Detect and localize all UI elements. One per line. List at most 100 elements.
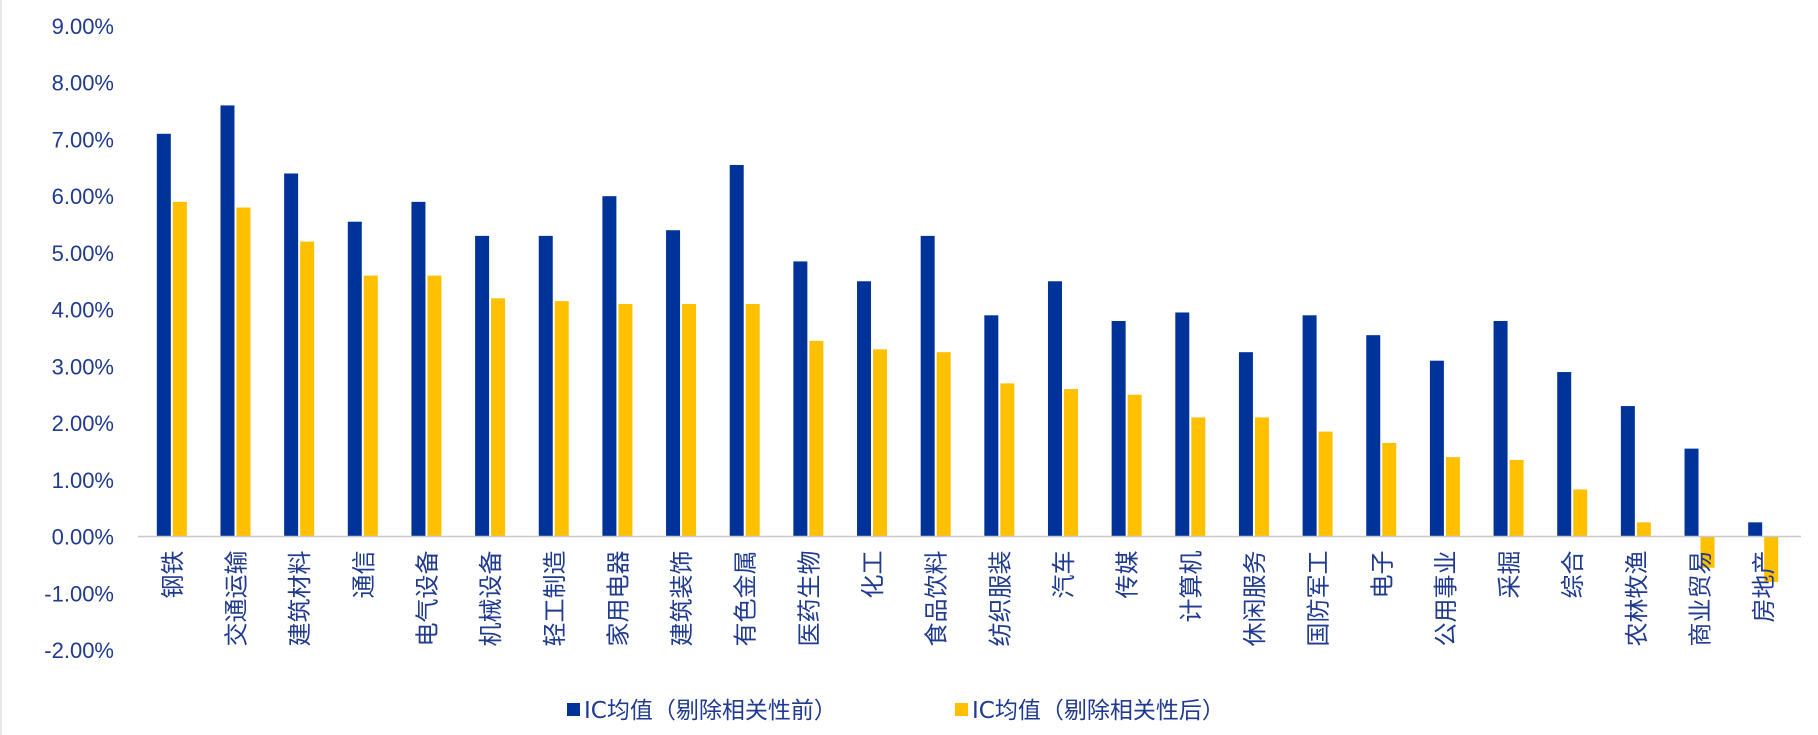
bar-after	[1636, 522, 1651, 537]
bar-before	[1366, 335, 1381, 537]
bar-after	[1509, 459, 1524, 537]
legend-label: IC均值（剔除相关性前）	[584, 698, 837, 724]
bar-after	[1254, 417, 1269, 537]
x-axis-ticks: 钢铁 交通运输 建筑材料 通信 电气设备 机械设备 轻工制造 家用电器 建筑装饰 有色金属 医药生物…	[159, 551, 1778, 647]
x-tick-label: 建筑材料	[286, 551, 314, 647]
x-tick-label: 汽车	[1050, 551, 1078, 599]
bar-before	[857, 281, 872, 537]
y-tick-label: 5.00%	[52, 241, 114, 266]
x-tick-label: 公用事业	[1432, 551, 1460, 647]
bar-after	[745, 303, 760, 537]
y-tick-label: 2.00%	[52, 411, 114, 436]
bar-after	[554, 301, 569, 537]
x-tick-label: 有色金属	[732, 551, 760, 647]
bar-before	[156, 133, 171, 537]
x-tick-label: 商业贸易	[1687, 551, 1715, 647]
bar-after	[236, 207, 251, 537]
x-tick-label: 通信	[350, 551, 378, 599]
y-tick-label: 6.00%	[52, 184, 114, 209]
bar-before	[1047, 281, 1062, 537]
bar-before	[1557, 372, 1572, 537]
x-tick-label: 计算机	[1177, 551, 1205, 623]
bar-after	[300, 241, 315, 537]
y-tick-label: 1.00%	[52, 468, 114, 493]
x-tick-label: 家用电器	[604, 551, 632, 647]
legend-label: IC均值（剔除相关性后）	[972, 698, 1225, 724]
y-axis-ticks: 9.00% 8.00% 7.00% 6.00% 5.00% 4.00% 3.00% 2.00%…	[44, 14, 114, 663]
bar-before	[1493, 320, 1508, 537]
x-tick-label: 化工	[859, 551, 887, 599]
bar-after	[1700, 536, 1715, 568]
bar-after	[1000, 383, 1015, 537]
bar-after	[1127, 394, 1142, 537]
bar-before	[284, 173, 299, 537]
y-tick-label: 8.00%	[52, 71, 114, 96]
x-tick-label: 轻工制造	[541, 551, 569, 647]
x-tick-label: 交通运输	[222, 551, 250, 647]
bar-after	[1764, 536, 1779, 582]
y-tick-label: -2.00%	[44, 638, 114, 663]
bar-before	[920, 235, 935, 537]
bar-before	[1175, 312, 1190, 537]
bar-after	[1573, 489, 1588, 537]
bar-before	[475, 235, 490, 537]
bar-before	[1748, 522, 1763, 537]
x-tick-label: 钢铁	[159, 551, 187, 599]
bar-after	[682, 303, 697, 537]
bar-before	[602, 196, 617, 537]
x-tick-label: 机械设备	[477, 551, 505, 647]
bar-after	[1445, 457, 1460, 537]
bar-after	[873, 349, 888, 537]
x-tick-label: 农林牧渔	[1623, 551, 1651, 647]
bar-before	[538, 235, 553, 537]
bar-after	[1318, 431, 1333, 537]
legend-swatch	[567, 703, 580, 716]
bar-marks	[156, 105, 1779, 582]
bar-before	[984, 315, 999, 537]
bar-after	[618, 303, 633, 537]
y-tick-label: -1.00%	[44, 581, 114, 606]
bar-after	[936, 352, 951, 537]
x-tick-label: 医药生物	[795, 551, 823, 647]
y-tick-label: 4.00%	[52, 298, 114, 323]
bar-after	[1191, 417, 1206, 537]
x-tick-label: 食品饮料	[923, 551, 951, 647]
bar-after	[363, 275, 378, 537]
bar-after	[1382, 442, 1397, 537]
bar-before	[1684, 448, 1699, 537]
x-tick-label: 房地产	[1750, 551, 1778, 623]
bar-before	[347, 221, 362, 537]
x-tick-label: 纺织服装	[986, 551, 1014, 647]
bar-before	[1111, 320, 1126, 537]
x-tick-label: 建筑装饰	[668, 551, 696, 647]
bar-before	[729, 164, 744, 537]
y-tick-label: 0.00%	[52, 525, 114, 550]
x-tick-label: 电气设备	[413, 551, 441, 647]
bar-before	[1302, 315, 1317, 537]
bar-before	[220, 105, 235, 537]
bar-before	[411, 201, 426, 537]
bar-after	[491, 298, 506, 537]
bar-before	[793, 261, 808, 537]
bar-before	[1429, 360, 1444, 537]
bar-before	[666, 230, 681, 537]
bar-after	[809, 340, 824, 537]
legend: IC均值（剔除相关性前） IC均值（剔除相关性后）	[567, 698, 1225, 724]
x-tick-label: 国防军工	[1305, 551, 1333, 647]
y-tick-label: 3.00%	[52, 354, 114, 379]
bar-after	[1063, 389, 1078, 537]
x-tick-label: 电子	[1368, 551, 1396, 599]
x-tick-label: 综合	[1559, 551, 1587, 599]
bar-after	[427, 275, 442, 537]
bar-before	[1620, 406, 1635, 537]
bar-after	[172, 201, 187, 537]
x-tick-label: 采掘	[1496, 551, 1524, 599]
bar-before	[1238, 352, 1253, 537]
y-tick-label: 9.00%	[52, 14, 114, 39]
y-tick-label: 7.00%	[52, 127, 114, 152]
x-tick-label: 休闲服务	[1241, 551, 1269, 647]
legend-swatch	[955, 703, 968, 716]
x-tick-label: 传媒	[1114, 551, 1142, 599]
